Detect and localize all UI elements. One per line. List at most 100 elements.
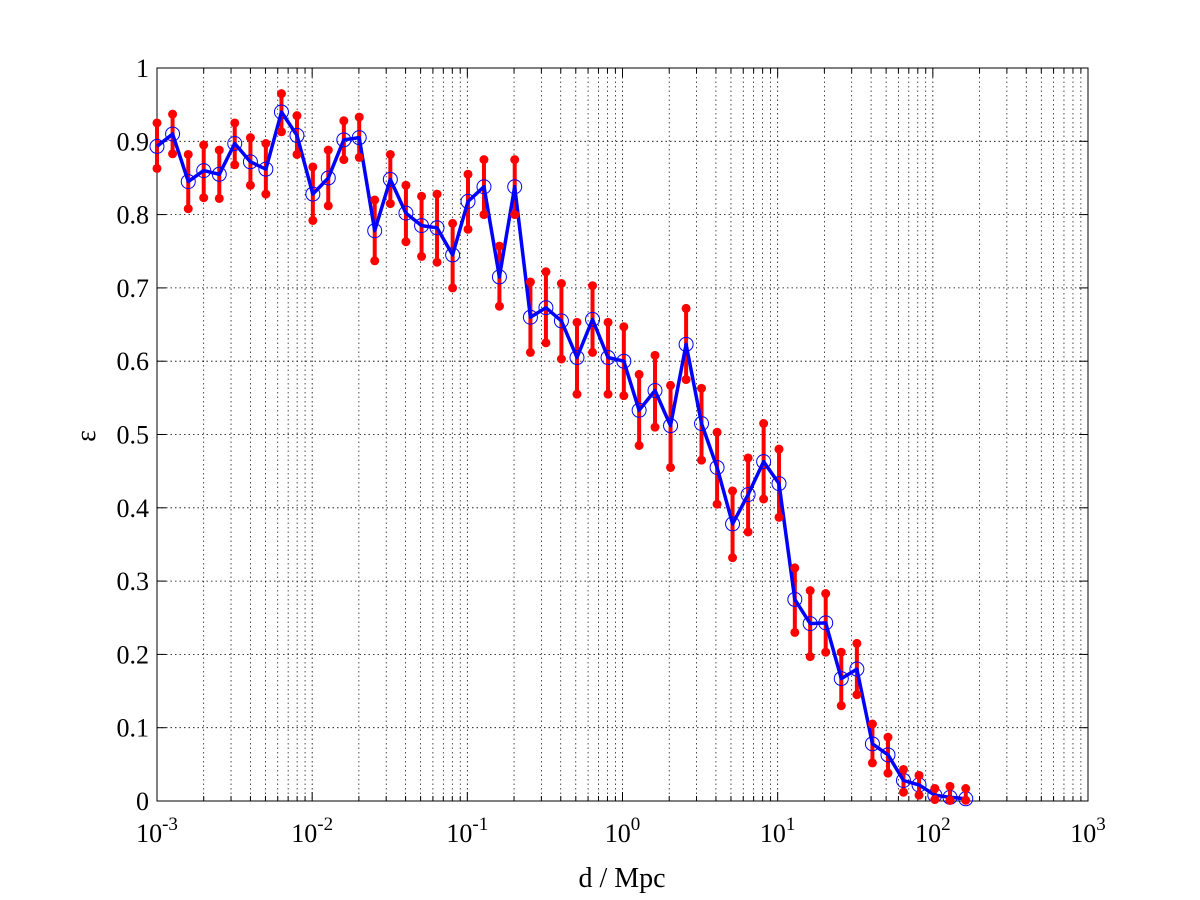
error-bar-cap bbox=[836, 701, 846, 711]
error-bar-cap bbox=[697, 455, 707, 465]
y-tick-labels: 0 0.1 0.2 0.3 0.4 0.5 0.6 0.7 0.8 0.9 1 bbox=[117, 54, 150, 816]
error-bar-cap bbox=[572, 317, 582, 327]
x-tick-label: 10-1 bbox=[446, 814, 488, 848]
error-bar-cap bbox=[914, 770, 924, 780]
error-bar-cap bbox=[867, 719, 877, 729]
x-tick-label: 101 bbox=[760, 814, 796, 848]
error-bar-cap bbox=[728, 553, 738, 563]
error-bar-cap bbox=[572, 389, 582, 399]
error-bar-cap bbox=[790, 627, 800, 637]
error-bar-cap bbox=[323, 201, 333, 211]
error-bar-cap bbox=[898, 764, 908, 774]
data-point bbox=[864, 736, 880, 752]
error-bar-cap bbox=[743, 527, 753, 537]
error-bar-cap bbox=[805, 586, 815, 596]
data-point bbox=[833, 671, 849, 687]
y-axis-label: ε bbox=[71, 430, 102, 442]
error-bar-cap bbox=[525, 277, 535, 287]
data-point bbox=[507, 179, 523, 195]
error-bar-cap bbox=[354, 112, 364, 122]
data-point bbox=[414, 218, 430, 234]
y-tick-label: 0.7 bbox=[117, 274, 150, 303]
data-point bbox=[367, 223, 383, 239]
error-bar-cap bbox=[836, 647, 846, 657]
error-bar-cap bbox=[370, 195, 380, 205]
error-bar-cap bbox=[541, 338, 551, 348]
data-point bbox=[491, 269, 507, 285]
x-axis-label: d / Mpc bbox=[578, 863, 665, 894]
error-bar-cap bbox=[883, 732, 893, 742]
data-point bbox=[227, 135, 243, 151]
error-bar-cap bbox=[759, 419, 769, 429]
error-bar-cap bbox=[354, 152, 364, 162]
error-bar-cap bbox=[494, 241, 504, 251]
y-tick-label: 0.5 bbox=[117, 421, 150, 450]
data-point bbox=[336, 132, 352, 148]
y-tick-label: 0 bbox=[136, 787, 149, 816]
data-point bbox=[678, 336, 694, 352]
data-point bbox=[180, 174, 196, 190]
error-bar-cap bbox=[883, 768, 893, 778]
error-bar-cap bbox=[867, 758, 877, 768]
data-point bbox=[631, 402, 647, 418]
y-tick-label: 0.6 bbox=[117, 347, 150, 376]
y-tick-label: 0.4 bbox=[117, 494, 150, 523]
data-point bbox=[787, 591, 803, 607]
y-tick-label: 0.9 bbox=[117, 127, 150, 156]
error-bar-cap bbox=[479, 155, 489, 165]
error-bar-cap bbox=[774, 512, 784, 522]
data-point bbox=[522, 309, 538, 325]
data-point bbox=[849, 661, 865, 677]
grid bbox=[157, 68, 1088, 801]
error-bar-cap bbox=[852, 690, 862, 700]
error-bar-cap bbox=[634, 369, 644, 379]
data-point bbox=[242, 154, 258, 170]
error-bar-cap bbox=[556, 354, 566, 364]
error-bar-cap bbox=[945, 781, 955, 791]
error-bar-cap bbox=[230, 118, 240, 128]
data-point bbox=[818, 615, 834, 631]
data-point bbox=[694, 416, 710, 432]
error-bar-cap bbox=[728, 486, 738, 496]
error-bar-cap bbox=[603, 317, 613, 327]
error-bar-cap bbox=[525, 347, 535, 357]
error-bar-cap bbox=[852, 638, 862, 648]
data-point bbox=[149, 138, 165, 154]
error-bar-cap bbox=[603, 389, 613, 399]
data-point bbox=[429, 220, 445, 236]
error-bar-cap bbox=[634, 440, 644, 450]
error-bar-cap bbox=[168, 109, 178, 119]
data-point bbox=[273, 104, 289, 120]
error-bar-cap bbox=[914, 790, 924, 800]
data-point bbox=[569, 350, 585, 366]
data-point bbox=[802, 616, 818, 632]
error-bar-cap bbox=[666, 380, 676, 390]
data-point bbox=[663, 418, 679, 434]
x-tick-labels: 10-3 10-2 10-1 100 101 102 103 bbox=[136, 814, 1106, 848]
series-line bbox=[155, 110, 966, 801]
error-bar-cap bbox=[292, 149, 302, 159]
data-point bbox=[320, 170, 336, 186]
data-point bbox=[600, 350, 616, 366]
data-point bbox=[616, 353, 632, 369]
error-bar-cap bbox=[323, 145, 333, 155]
error-bar-cap bbox=[183, 149, 193, 159]
data-point bbox=[553, 313, 569, 329]
error-bar-cap bbox=[245, 180, 255, 190]
data-point bbox=[647, 383, 663, 399]
error-bar-cap bbox=[759, 494, 769, 504]
data-point bbox=[305, 186, 321, 202]
error-bar-cap bbox=[245, 133, 255, 143]
error-bar-cap bbox=[619, 322, 629, 332]
data-point bbox=[740, 487, 756, 503]
error-bar-cap bbox=[230, 160, 240, 170]
error-bar-cap bbox=[339, 116, 349, 126]
error-bar-cap bbox=[168, 149, 178, 159]
data-point bbox=[398, 205, 414, 221]
data-point bbox=[460, 193, 476, 209]
error-bar-cap bbox=[541, 267, 551, 277]
axis-ticks bbox=[156, 67, 1089, 802]
error-bar-cap bbox=[448, 283, 458, 293]
x-tick-label: 10-3 bbox=[136, 814, 178, 848]
error-bar-cap bbox=[417, 191, 427, 201]
